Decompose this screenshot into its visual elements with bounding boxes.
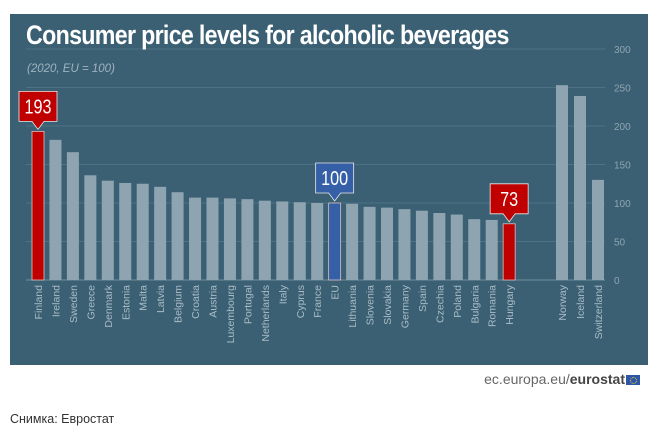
bar-cyprus — [293, 202, 306, 280]
bar-croatia — [189, 197, 202, 280]
x-tick-label: Germany — [399, 284, 411, 328]
bar-bulgaria — [468, 219, 481, 280]
x-tick-label: France — [312, 285, 324, 318]
bar-france — [311, 203, 324, 280]
source-prefix: ec.europa.eu/ — [484, 371, 570, 387]
x-tick-label: Greece — [85, 285, 97, 320]
x-tick-label: Italy — [277, 284, 289, 304]
x-tick-label: Iceland — [575, 285, 587, 319]
source-brand: eurostat — [569, 371, 625, 387]
y-tick-label: 100 — [614, 199, 631, 210]
bar-latvia — [154, 186, 167, 280]
x-tick-label: Spain — [417, 285, 429, 312]
chart-title: Consumer price levels for alcoholic beve… — [26, 20, 509, 50]
bar-austria — [206, 197, 219, 280]
x-tick-label: Croatia — [190, 285, 202, 319]
x-tick-label: Belgium — [173, 285, 185, 323]
bar-belgium — [171, 192, 184, 280]
bar-poland — [450, 214, 463, 280]
bar-portugal — [241, 199, 254, 280]
x-tick-label: Austria — [208, 285, 220, 318]
x-tick-label: Malta — [138, 285, 150, 311]
x-tick-label: Portugal — [242, 285, 254, 324]
x-tick-label: Luxembourg — [225, 285, 237, 344]
bar-finland — [31, 130, 45, 281]
bar-greece — [84, 175, 97, 280]
x-tick-label: Romania — [487, 285, 499, 327]
bar-ireland — [49, 139, 62, 280]
eu-flag-icon — [626, 375, 640, 386]
x-tick-label: Poland — [452, 285, 464, 318]
x-tick-label: Latvia — [155, 285, 167, 313]
bar-malta — [136, 183, 149, 280]
callout-box — [489, 183, 529, 223]
y-tick-label: 200 — [614, 122, 631, 133]
x-tick-label: Bulgaria — [469, 285, 481, 324]
y-tick-label: 300 — [614, 45, 631, 56]
callout-box — [18, 90, 58, 131]
x-tick-label: Denmark — [103, 284, 115, 327]
bar-norway — [556, 85, 568, 280]
bar-slovenia — [363, 206, 376, 280]
callout-hungary: 73 — [489, 183, 529, 223]
bar-lithuania — [346, 203, 359, 280]
y-tick-label: 250 — [614, 84, 631, 95]
callout-box — [315, 162, 355, 202]
bar-iceland — [574, 95, 586, 280]
x-tick-label: Estonia — [120, 285, 132, 320]
y-tick-label: 150 — [614, 161, 631, 172]
y-tick-label: 50 — [614, 238, 626, 249]
bar-spain — [415, 210, 428, 280]
x-tick-label: Switzerland — [593, 285, 605, 339]
bar-luxembourg — [223, 198, 236, 280]
bar-switzerland — [592, 179, 604, 280]
x-tick-label: Hungary — [504, 284, 516, 324]
image-caption: Снимка: Евростат — [10, 412, 115, 426]
callout-finland: 193 — [18, 90, 58, 131]
bar-romania — [485, 219, 498, 280]
bar-denmark — [101, 180, 114, 280]
bar-estonia — [119, 182, 132, 280]
bar-eu — [328, 202, 342, 281]
x-tick-label: Czechia — [434, 285, 446, 323]
x-tick-label: Norway — [557, 284, 569, 320]
bar-hungary — [502, 223, 516, 281]
x-tick-label: Ireland — [50, 285, 62, 317]
callout-eu: 100 — [315, 162, 355, 202]
x-tick-label: Finland — [33, 285, 45, 320]
bar-slovakia — [381, 207, 393, 280]
source-link[interactable]: ec.europa.eu/eurostat — [484, 371, 640, 387]
bar-sweden — [66, 152, 79, 280]
x-tick-label: Sweden — [68, 285, 80, 323]
callout-label: 100 — [321, 168, 348, 190]
callout-label: 73 — [500, 189, 518, 211]
x-tick-label: Slovenia — [365, 285, 377, 325]
bar-germany — [398, 209, 411, 280]
x-tick-label: Slovakia — [382, 285, 394, 325]
bar-italy — [276, 201, 289, 280]
x-tick-label: Lithuania — [347, 285, 359, 328]
bar-netherlands — [258, 200, 271, 280]
bar-czechia — [433, 213, 446, 280]
chart-subtitle: (2020, EU = 100) — [27, 63, 115, 75]
callout-label: 193 — [25, 96, 52, 118]
x-tick-label: Netherlands — [260, 285, 272, 342]
x-tick-label: Cyprus — [295, 285, 307, 318]
y-tick-label: 0 — [614, 276, 620, 287]
x-tick-label: EU — [330, 285, 342, 300]
